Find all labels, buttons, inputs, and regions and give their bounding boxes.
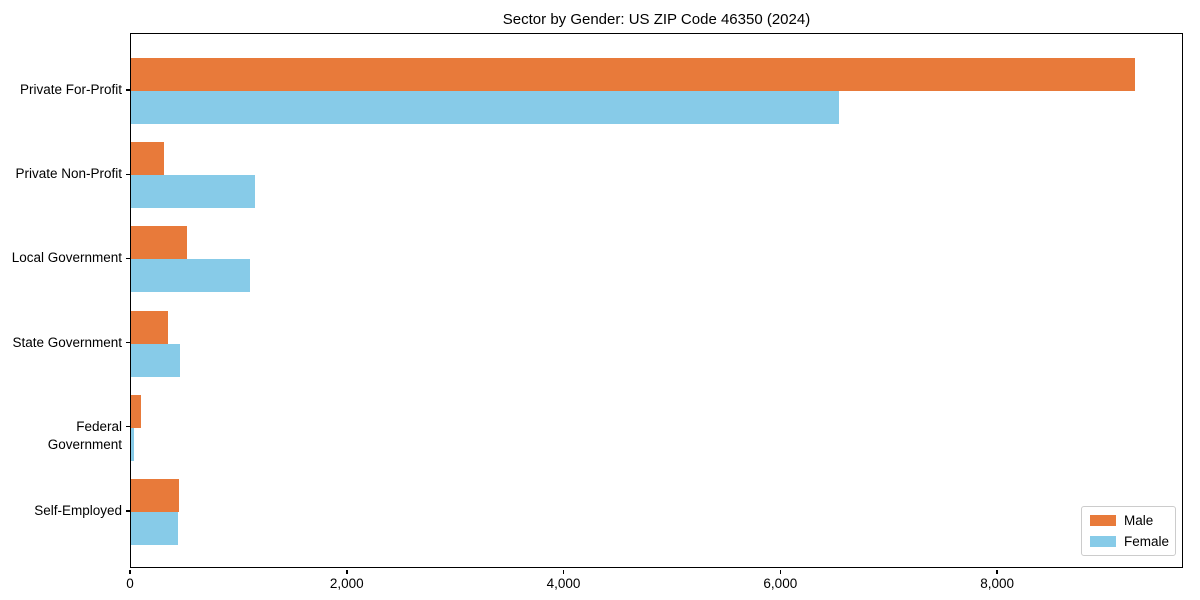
legend: Male Female: [1081, 506, 1176, 556]
legend-label: Male: [1124, 513, 1154, 528]
ytick-label-self-employed: Self-Employed: [34, 502, 122, 518]
xtick-label-4000: 4,000: [546, 576, 581, 591]
ytick-mark: [126, 257, 130, 260]
bar-male-private-non-profit: [131, 142, 164, 176]
xtick-label-6000: 6,000: [763, 576, 798, 591]
legend-item-female: Female: [1090, 534, 1170, 549]
xtick-mark: [562, 569, 565, 574]
bar-female-private-for-profit: [131, 91, 839, 125]
ytick-label-private-for-profit: Private For-Profit: [19, 82, 122, 98]
ytick-mark: [126, 89, 130, 91]
bar-female-private-non-profit: [131, 175, 256, 209]
xtick-mark: [129, 569, 131, 574]
bar-female-federal-government: [131, 427, 134, 461]
bar-male-federal-government: [131, 394, 141, 428]
bar-male-local-government: [131, 226, 188, 260]
legend-swatch: [1090, 515, 1116, 526]
bar-female-local-government: [131, 259, 250, 293]
bar-female-self-employed: [131, 511, 178, 545]
ytick-mark: [126, 510, 130, 512]
chart-title: Sector by Gender: US ZIP Code 46350 (202…: [502, 11, 811, 28]
ytick-label-local-government: Local Government: [11, 250, 122, 266]
legend-swatch: [1090, 536, 1116, 547]
xtick-mark: [779, 569, 782, 574]
xtick-mark: [346, 569, 348, 574]
xtick-label-2000: 2,000: [329, 576, 364, 591]
legend-label: Female: [1124, 534, 1170, 549]
bar-male-self-employed: [131, 478, 179, 512]
ytick-label-federal-government: Federal Government: [47, 418, 122, 452]
xtick-label-8000: 8,000: [980, 576, 1014, 591]
xtick-label-0: 0: [126, 576, 134, 591]
bar-male-private-for-profit: [131, 58, 1135, 92]
ytick-mark: [126, 425, 130, 428]
xtick-mark: [996, 569, 998, 574]
legend-item-male: Male: [1090, 513, 1167, 528]
ytick-label-state-government: State Government: [12, 334, 122, 350]
ytick-mark: [126, 341, 130, 344]
plot-area: Male Female: [130, 33, 1183, 568]
bar-female-state-government: [131, 343, 180, 377]
bar-male-state-government: [131, 310, 168, 344]
ytick-mark: [126, 173, 130, 176]
ytick-label-private-non-profit: Private Non-Profit: [15, 166, 122, 182]
